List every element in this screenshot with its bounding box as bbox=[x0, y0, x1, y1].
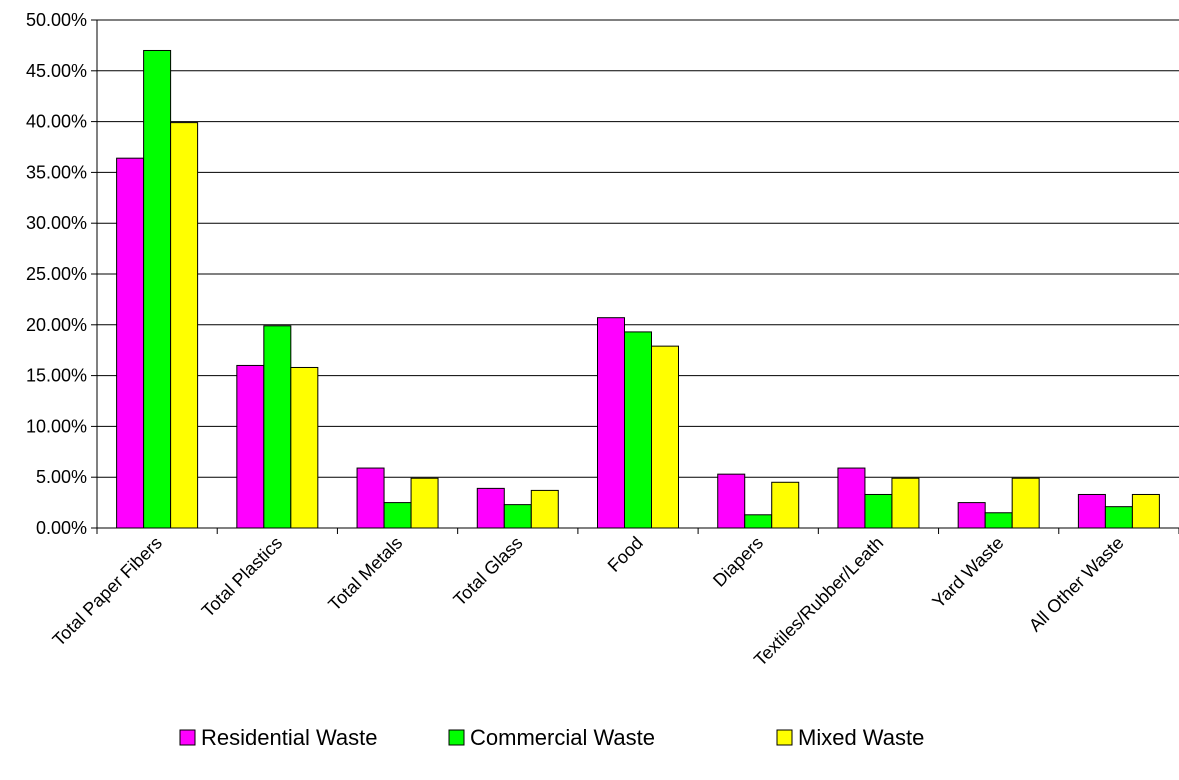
bar bbox=[143, 49, 172, 529]
y-tick-label: 15.00% bbox=[26, 366, 87, 386]
x-tick-label: Total Plastics bbox=[198, 533, 286, 621]
bar bbox=[984, 512, 1013, 529]
x-tick-label: All Other Waste bbox=[1025, 533, 1128, 636]
x-tick-label: Diapers bbox=[709, 533, 767, 591]
y-tick-label: 25.00% bbox=[26, 264, 87, 284]
y-tick-label: 5.00% bbox=[36, 467, 87, 487]
bar bbox=[263, 325, 292, 529]
bar bbox=[410, 477, 439, 529]
legend-swatch bbox=[448, 729, 465, 746]
y-tick-label: 45.00% bbox=[26, 61, 87, 81]
legend-label: Commercial Waste bbox=[470, 725, 655, 750]
bar bbox=[530, 489, 559, 529]
x-tick-label: Total Paper Fibers bbox=[49, 533, 166, 650]
y-tick-label: 50.00% bbox=[26, 10, 87, 30]
legend: Residential Waste Commercial Waste Mixed W… bbox=[179, 725, 924, 750]
y-tick-label: 30.00% bbox=[26, 213, 87, 233]
bar bbox=[651, 345, 679, 529]
bar bbox=[957, 502, 986, 529]
y-tick-label: 20.00% bbox=[26, 315, 87, 335]
bars bbox=[116, 49, 1160, 529]
bar bbox=[356, 467, 385, 529]
bar bbox=[236, 364, 265, 529]
bar bbox=[864, 493, 893, 529]
bar bbox=[383, 502, 412, 529]
y-tick-label: 0.00% bbox=[36, 518, 87, 538]
bar bbox=[170, 122, 199, 529]
bar bbox=[717, 473, 746, 529]
bar bbox=[1131, 493, 1160, 529]
bar bbox=[116, 157, 145, 529]
x-tick-label: Total Metals bbox=[324, 533, 406, 615]
y-axis: 0.00% 5.00% 10.00% 15.00% 20.00% 25.00% 30.00%… bbox=[26, 10, 98, 538]
x-tick-label: Yard Waste bbox=[928, 533, 1007, 612]
bar bbox=[503, 504, 532, 529]
bar bbox=[290, 366, 319, 529]
bar bbox=[771, 481, 800, 529]
x-axis: Total Paper Fibers Total Plastics Total Me… bbox=[49, 527, 1179, 670]
bar bbox=[1077, 493, 1106, 529]
x-tick-label: Total Glass bbox=[449, 533, 526, 610]
bar bbox=[1011, 477, 1040, 529]
legend-swatch bbox=[776, 729, 793, 746]
bar bbox=[1104, 506, 1133, 529]
legend-swatch bbox=[179, 729, 196, 746]
bar bbox=[624, 331, 652, 529]
x-tick-label: Textiles/Rubber/Leath bbox=[750, 533, 887, 670]
bar bbox=[597, 317, 625, 529]
bar bbox=[837, 467, 866, 529]
y-tick-label: 35.00% bbox=[26, 162, 87, 182]
y-tick-label: 10.00% bbox=[26, 416, 87, 436]
bar bbox=[476, 487, 505, 529]
bar bbox=[891, 477, 920, 529]
legend-label: Residential Waste bbox=[201, 725, 377, 750]
legend-label: Mixed Waste bbox=[798, 725, 924, 750]
bar bbox=[744, 514, 773, 529]
y-tick-label: 40.00% bbox=[26, 112, 87, 132]
x-tick-label: Food bbox=[604, 533, 647, 576]
